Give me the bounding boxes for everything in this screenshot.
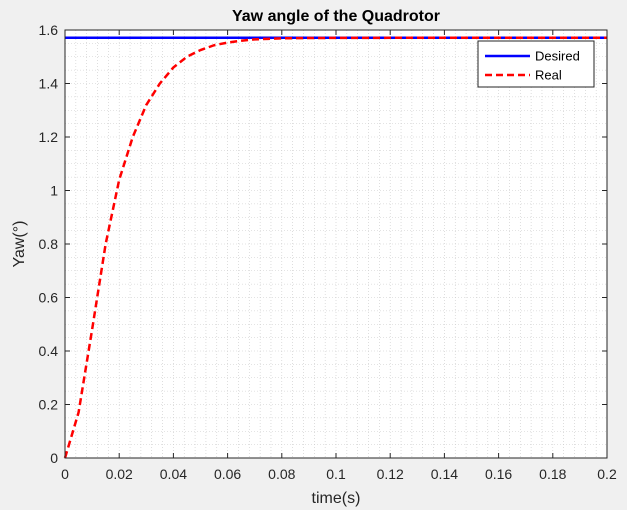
x-tick-label: 0.2 [597,466,617,482]
y-tick-labels: 0 0.2 0.4 0.6 0.8 1 1.2 1.4 1.6 [39,22,59,466]
legend: Desired Real [477,40,595,88]
x-tick-label: 0.1 [326,466,346,482]
x-tick-label: 0.08 [268,466,295,482]
x-tick-label: 0.02 [106,466,133,482]
x-tick-label: 0 [61,466,69,482]
legend-box [477,40,595,88]
y-tick-label: 0.8 [39,236,59,252]
x-tick-label: 0.06 [214,466,241,482]
chart-title: Yaw angle of the Quadrotor [232,8,440,25]
x-tick-label: 0.14 [431,466,458,482]
y-tick-label: 0.6 [39,290,59,306]
x-tick-label: 0.16 [485,466,512,482]
x-tick-label: 0.04 [160,466,187,482]
legend-label-desired: Desired [535,49,580,64]
y-tick-label: 0.4 [39,343,59,359]
tick-marks [64,29,608,459]
y-tick-label: 1.4 [39,76,59,92]
y-axis-label: Yaw(°) [11,221,28,268]
series-line-real [63,36,607,459]
x-tick-label: 0.18 [539,466,566,482]
y-tick-label: 1.6 [39,22,59,38]
plot-area [63,29,608,459]
series-layer [63,36,607,459]
legend-label-real: Real [535,68,562,83]
x-axis-label: time(s) [312,490,361,507]
y-tick-label: 0.2 [39,397,59,413]
y-tick-label: 1.2 [39,129,59,145]
y-tick-label: 0 [50,450,58,466]
x-tick-labels: 0 0.02 0.04 0.06 0.08 0.1 0.12 0.14 0.16 0.18 0.2 [61,466,617,482]
y-tick-label: 1 [50,183,58,199]
x-tick-label: 0.12 [377,466,404,482]
